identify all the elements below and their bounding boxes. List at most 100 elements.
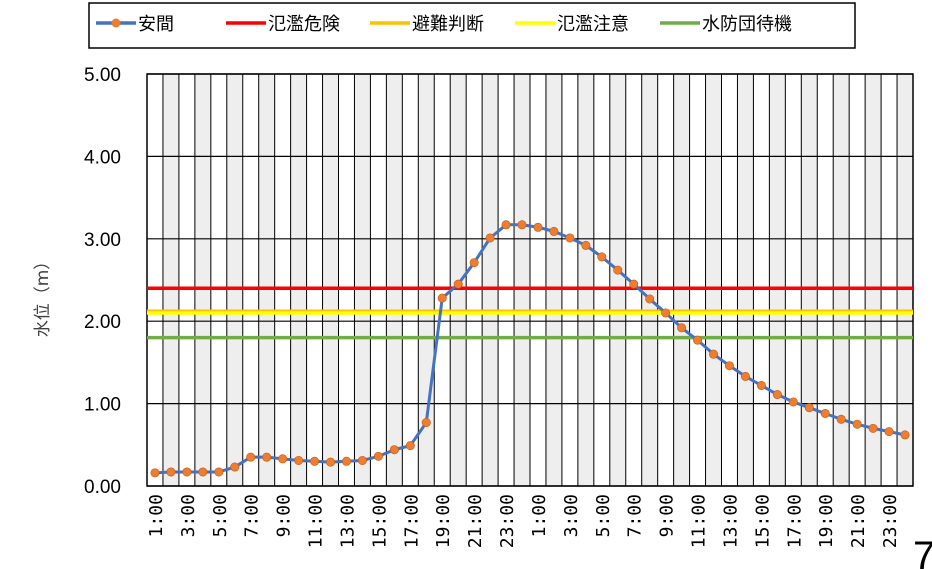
series-points-group (150, 220, 910, 478)
plot-band (498, 74, 515, 486)
plot-band (162, 74, 179, 486)
plot-band (466, 74, 483, 486)
x-tick-label: 19:00 (816, 494, 837, 548)
data-point (230, 462, 240, 472)
data-point (214, 467, 224, 477)
y-axis-label: 水位（m） (33, 253, 53, 338)
data-point (150, 468, 160, 478)
data-point (613, 265, 623, 275)
plot-band (737, 74, 754, 486)
data-point (469, 258, 479, 268)
data-point (804, 403, 814, 413)
plot-band (769, 74, 786, 486)
plot-band (274, 74, 291, 486)
data-point (756, 380, 766, 390)
x-tick-label: 7:00 (625, 494, 646, 537)
legend-label: 氾濫危険 (268, 14, 340, 35)
x-tick-label: 15:00 (369, 494, 390, 548)
data-point (693, 335, 703, 345)
legend-marker (111, 18, 121, 28)
legend: 安間 氾濫危険 避難判断 氾濫注意 水防団待機 (88, 2, 856, 49)
plot-band (354, 74, 371, 486)
plot-band (577, 74, 594, 486)
x-tick-label: 3:00 (561, 494, 582, 537)
data-point (341, 456, 351, 466)
plot-band (482, 74, 499, 486)
data-point (724, 361, 734, 371)
x-tick-label: 23:00 (880, 494, 901, 548)
x-tick-label: 3:00 (178, 494, 199, 537)
plot-band (147, 74, 163, 486)
x-tick-label: 1:00 (529, 494, 550, 537)
data-point (629, 279, 639, 289)
y-tick-label: 1.00 (84, 395, 121, 416)
plot-band (657, 74, 674, 486)
page-number-fragment: 7 (913, 534, 932, 569)
data-point (182, 467, 192, 477)
plot-band (593, 74, 610, 486)
plot-band (530, 74, 546, 486)
data-point (549, 226, 559, 236)
x-tick-label: 19:00 (433, 494, 454, 548)
x-tick-label: 23:00 (497, 494, 518, 548)
plot-band (210, 74, 227, 486)
plot-band (561, 74, 578, 486)
data-point (501, 220, 511, 230)
plot-band (865, 74, 882, 486)
data-point (166, 467, 176, 477)
plot-band (306, 74, 323, 486)
plot-band (434, 74, 451, 486)
y-tick-label: 5.00 (84, 65, 121, 86)
x-tick-label: 1:00 (146, 494, 167, 537)
plot-band (290, 74, 307, 486)
data-point (772, 390, 782, 400)
legend-label: 安間 (138, 14, 174, 35)
plot-band (817, 74, 834, 486)
x-tick-label: 21:00 (848, 494, 869, 548)
data-point (661, 308, 671, 318)
reference-lines (147, 286, 913, 340)
data-point (326, 457, 336, 467)
data-point (709, 349, 719, 359)
plot-band (242, 74, 259, 486)
data-point (740, 371, 750, 381)
plot-band (721, 74, 738, 486)
plot-border (146, 73, 914, 487)
x-tick-label: 17:00 (784, 494, 805, 548)
plot-band (689, 74, 706, 486)
plot-band (386, 74, 403, 486)
y-tick-label: 2.00 (84, 312, 121, 333)
legend-box (88, 2, 856, 49)
plot-band (338, 74, 355, 486)
plot-band (370, 74, 387, 486)
plot-background (147, 74, 913, 486)
data-point (868, 423, 878, 433)
x-tick-label: 13:00 (720, 494, 741, 548)
x-tick-label: 15:00 (752, 494, 773, 548)
plot-band (849, 74, 866, 486)
plot-band (753, 74, 770, 486)
legend-label: 水防団待機 (702, 14, 792, 35)
legend-label: 避難判断 (412, 14, 484, 35)
data-point (453, 279, 463, 289)
y-axis: 0.00 1.00 2.00 3.00 4.00 5.00 (84, 65, 121, 498)
data-point (645, 294, 655, 304)
x-tick-label: 17:00 (401, 494, 422, 548)
plot-band (897, 74, 913, 486)
plot-band (226, 74, 243, 486)
data-point (900, 430, 910, 440)
data-point (485, 233, 495, 243)
data-point (533, 222, 543, 232)
data-point (262, 452, 272, 462)
data-point (278, 454, 288, 464)
plot-band (609, 74, 626, 486)
x-tick-label: 7:00 (242, 494, 263, 537)
x-tick-label: 11:00 (689, 494, 710, 548)
plot-band (194, 74, 211, 486)
plot-band (833, 74, 850, 486)
data-point (788, 397, 798, 407)
plot-band (801, 74, 818, 486)
x-tick-label: 9:00 (657, 494, 678, 537)
y-tick-label: 3.00 (84, 230, 121, 251)
